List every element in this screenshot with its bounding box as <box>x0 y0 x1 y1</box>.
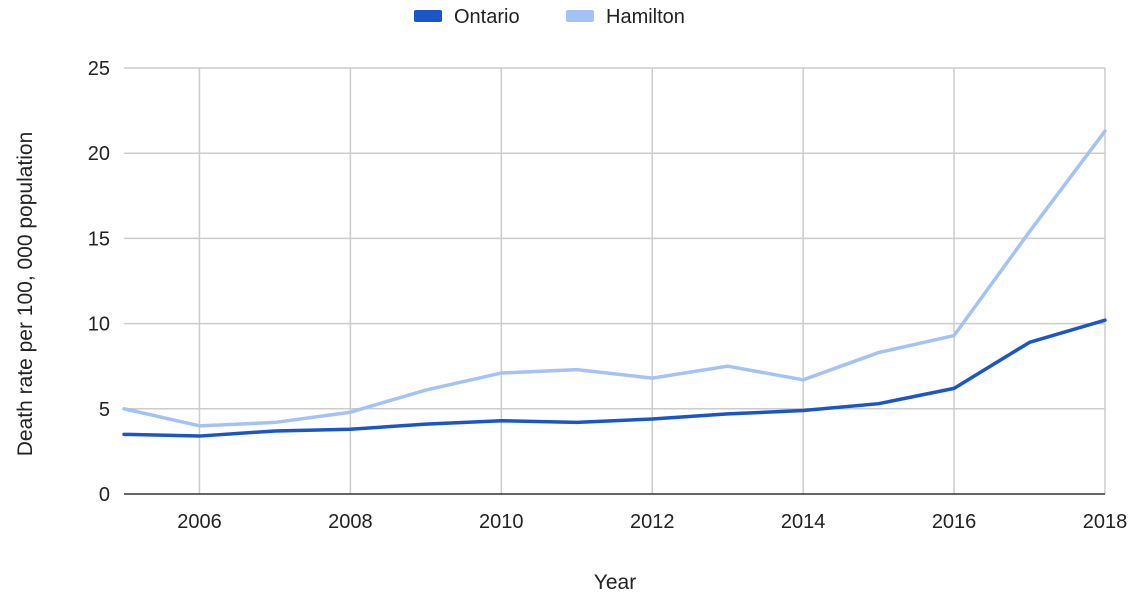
legend-label-ontario: Ontario <box>454 6 520 28</box>
series-line-hamilton <box>122 129 1107 428</box>
legend-label-hamilton: Hamilton <box>606 6 685 28</box>
legend-swatch-ontario <box>414 10 442 22</box>
x-tick-label: 2012 <box>630 511 675 533</box>
x-tick-label: 2006 <box>177 511 222 533</box>
y-tick-label: 15 <box>88 228 110 250</box>
legend: Ontario Hamilton <box>414 6 685 28</box>
y-tick-label: 20 <box>88 143 110 165</box>
y-axis-title: Death rate per 100, 000 population <box>14 132 37 457</box>
x-tick-label: 2018 <box>1083 511 1128 533</box>
series-lines <box>122 129 1107 438</box>
legend-swatch-hamilton <box>566 10 594 22</box>
axes: 0 5 10 15 20 25 2006 2008 2010 2012 2014 2016 2018 <box>88 58 1128 533</box>
x-axis-title: Year <box>594 571 636 593</box>
y-tick-label: 5 <box>99 399 110 421</box>
y-tick-label: 0 <box>99 484 110 506</box>
x-tick-label: 2010 <box>479 511 524 533</box>
series-line-ontario <box>122 318 1107 438</box>
x-tick-label: 2016 <box>932 511 977 533</box>
x-tick-label: 2014 <box>781 511 826 533</box>
y-tick-label: 25 <box>88 58 110 80</box>
grid <box>124 67 1106 494</box>
x-tick-label: 2008 <box>328 511 373 533</box>
y-tick-label: 10 <box>88 314 110 336</box>
